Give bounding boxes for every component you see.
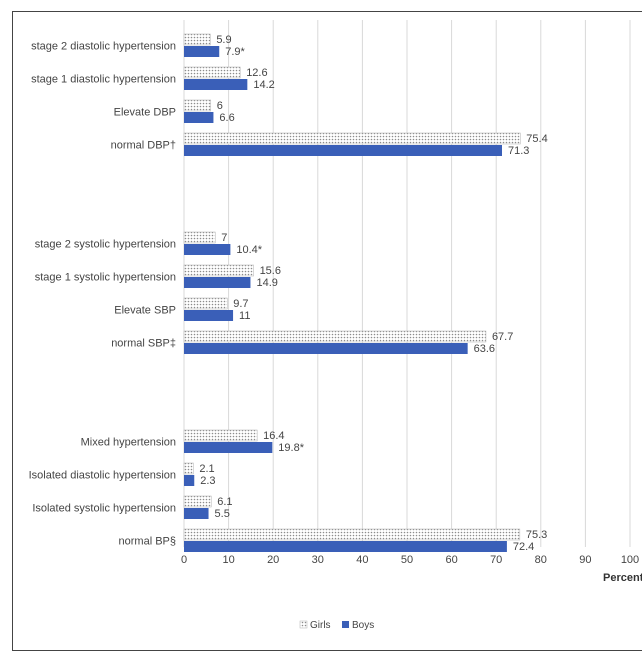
bar-girls (183, 66, 241, 79)
x-tick-label: 60 (445, 554, 457, 566)
bar-boys (184, 475, 195, 486)
category-label: normal BP§ (119, 536, 176, 548)
data-label-girls: 67.7 (492, 331, 513, 343)
bar-girls (183, 264, 254, 277)
x-axis-title: Percents (603, 572, 642, 584)
data-label-girls: 5.9 (216, 34, 231, 46)
bar-boys (184, 310, 234, 321)
data-label-girls: 75.3 (526, 529, 547, 541)
data-label-boys: 14.2 (253, 79, 274, 91)
bar-boys (184, 442, 273, 453)
bar-boys (184, 508, 209, 519)
x-tick-label: 80 (535, 554, 547, 566)
category-label: Elevate SBP (114, 305, 176, 317)
data-label-girls: 15.6 (260, 265, 281, 277)
bar-boys (184, 343, 468, 354)
bar-boys (184, 79, 248, 90)
bar-boys (184, 145, 502, 156)
data-label-boys: 19.8* (278, 442, 304, 454)
category-label: stage 1 systolic hypertension (35, 272, 176, 284)
bar-boys (184, 541, 507, 552)
x-tick-label: 20 (267, 554, 279, 566)
data-label-boys: 72.4 (513, 541, 534, 553)
bar-girls (183, 33, 211, 46)
category-label: normal SBP‡ (111, 338, 176, 350)
data-label-boys: 11 (239, 310, 250, 322)
bar-girls (183, 99, 212, 112)
bar-girls (183, 462, 194, 475)
data-label-boys: 10.4* (236, 244, 262, 256)
bar-girls (183, 231, 216, 244)
x-tick-label: 30 (312, 554, 324, 566)
category-label: stage 1 diastolic hypertension (31, 74, 176, 86)
data-label-girls: 6.1 (217, 496, 232, 508)
legend-label-boys: Boys (352, 620, 374, 631)
data-label-boys: 5.5 (215, 508, 230, 520)
bar-girls (183, 429, 258, 442)
x-axis: 0 10 20 30 40 50 60 70 80 90 100 Percents (181, 554, 642, 584)
bar-boys (184, 46, 220, 57)
data-label-girls: 12.6 (246, 67, 267, 79)
data-label-boys: 71.3 (508, 145, 529, 157)
bars-layer (183, 33, 521, 552)
data-label-boys: 2.3 (200, 475, 215, 487)
x-tick-label: 90 (579, 554, 591, 566)
x-tick-label: 40 (356, 554, 368, 566)
data-label-boys: 7.9* (225, 46, 245, 58)
x-tick-label: 10 (222, 554, 234, 566)
category-label: stage 2 systolic hypertension (35, 239, 176, 251)
category-label: Elevate DBP (114, 107, 176, 119)
bar-chart: stage 2 diastolic hypertension 5.97.9* sta… (29, 20, 642, 631)
data-label-girls: 9.7 (233, 298, 248, 310)
legend-label-girls: Girls (310, 620, 331, 631)
data-label-girls: 75.4 (526, 133, 547, 145)
x-tick-label: 0 (181, 554, 187, 566)
legend: Girls Boys (299, 620, 374, 631)
data-label-boys: 14.9 (256, 277, 277, 289)
data-label-girls: 6 (217, 100, 223, 112)
labels-layer: stage 2 diastolic hypertension 5.97.9* sta… (29, 34, 548, 553)
x-tick-label: 100 (621, 554, 639, 566)
data-label-girls: 16.4 (263, 430, 284, 442)
legend-swatch-girls (299, 620, 308, 629)
x-tick-label: 70 (490, 554, 502, 566)
data-label-boys: 63.6 (474, 343, 495, 355)
data-label-boys: 6.6 (219, 112, 234, 124)
data-label-girls: 7 (221, 232, 227, 244)
category-label: Isolated diastolic hypertension (29, 470, 176, 482)
bar-girls (183, 330, 487, 343)
x-tick-label: 50 (401, 554, 413, 566)
data-label-girls: 2.1 (199, 463, 214, 475)
legend-swatch-boys (342, 621, 349, 628)
category-label: Mixed hypertension (81, 437, 176, 449)
category-label: normal DBP† (111, 140, 176, 152)
chart-frame: stage 2 diastolic hypertension 5.9 7.9* sta… (12, 11, 642, 651)
bar-girls (183, 297, 228, 310)
bar-girls (183, 495, 212, 508)
bar-boys (184, 244, 231, 255)
category-label: stage 2 diastolic hypertension (31, 41, 176, 53)
category-label: Isolated systolic hypertension (32, 503, 176, 515)
gridlines (183, 20, 631, 547)
bar-girls (183, 528, 521, 541)
bar-girls (183, 132, 521, 145)
bar-boys (184, 277, 251, 288)
bar-boys (184, 112, 214, 123)
